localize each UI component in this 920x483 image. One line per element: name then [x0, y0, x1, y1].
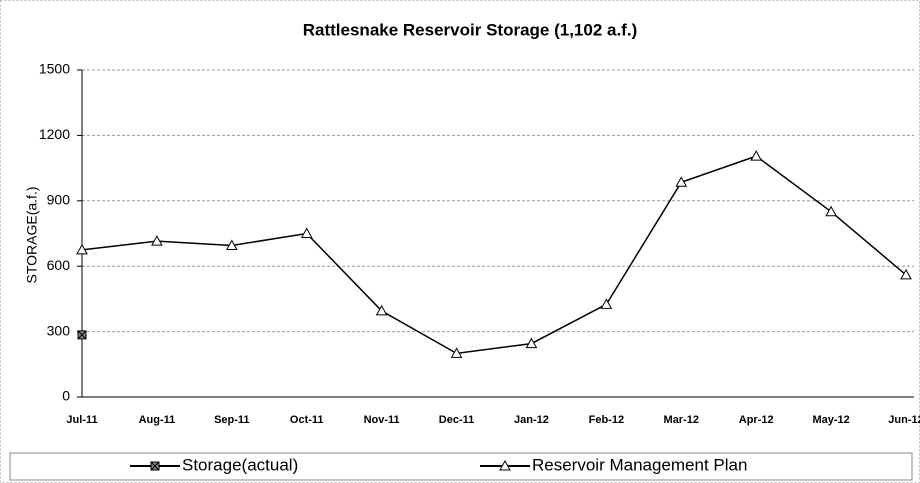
square-marker — [150, 461, 160, 471]
x-tick-label: Apr-12 — [739, 414, 774, 426]
y-tick-label: 300 — [47, 322, 71, 338]
series-line — [81, 155, 907, 355]
x-tick-label: May-12 — [812, 414, 849, 426]
marker-cross — [150, 461, 160, 471]
y-tick-label: 900 — [47, 192, 71, 208]
triangle-marker — [76, 243, 88, 255]
triangle-marker — [675, 176, 688, 187]
y-tick-label: 1200 — [39, 126, 70, 142]
triangle-marker — [525, 337, 538, 349]
x-tick-label: Oct-11 — [290, 414, 324, 426]
triangle-marker — [600, 298, 613, 309]
y-tick-label: 0 — [62, 388, 70, 404]
triangle-marker — [300, 227, 313, 238]
triangle-marker — [375, 304, 388, 316]
triangle-marker — [825, 205, 837, 217]
triangle-marker — [450, 347, 463, 358]
triangle-marker — [499, 459, 511, 471]
triangle-marker — [225, 239, 238, 250]
x-tick-label: Sep-11 — [214, 414, 249, 426]
triangle-marker — [900, 268, 912, 280]
y-tick-label: 1500 — [39, 61, 70, 77]
legend-box — [9, 452, 913, 481]
x-tick-label: Jan-12 — [514, 414, 549, 426]
chart-title: Rattlesnake Reservoir Storage (1,102 a.f… — [303, 20, 637, 39]
square-marker — [77, 330, 87, 340]
triangle-marker — [151, 235, 163, 246]
x-tick-label: Feb-12 — [589, 414, 624, 426]
x-tick-label: Mar-12 — [664, 414, 699, 426]
legend-label: Storage(actual) — [182, 455, 298, 474]
marker-cross — [77, 330, 87, 340]
triangle-marker — [750, 150, 763, 161]
x-tick-label: Jun-12 — [888, 414, 920, 426]
legend-label: Reservoir Management Plan — [532, 455, 747, 474]
x-tick-label: Jul-11 — [66, 414, 97, 426]
y-axis-label: STORAGE(a.f.) — [24, 187, 40, 284]
x-tick-label: Dec-11 — [439, 414, 474, 426]
x-tick-label: Aug-11 — [139, 414, 176, 426]
y-tick-label: 600 — [47, 257, 71, 273]
x-tick-label: Nov-11 — [364, 414, 400, 426]
